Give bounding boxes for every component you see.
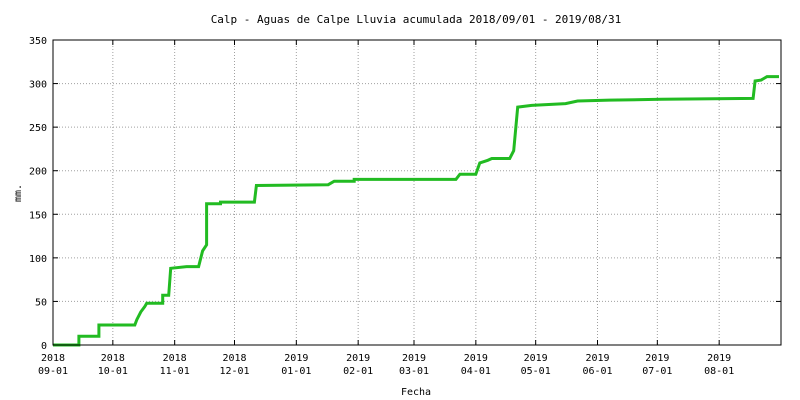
x-tick-label-date: 02-01	[343, 366, 373, 377]
x-tick-label-date: 06-01	[582, 366, 612, 377]
x-tick-label-year: 2019	[346, 353, 370, 364]
y-tick-label: 350	[29, 36, 47, 47]
y-tick-label: 100	[29, 254, 47, 265]
x-tick-label-date: 09-01	[38, 366, 68, 377]
x-tick-label-date: 10-01	[98, 366, 128, 377]
x-tick-label-year: 2018	[222, 353, 246, 364]
x-tick-label-year: 2019	[707, 353, 731, 364]
x-tick-label-date: 11-01	[160, 366, 190, 377]
x-tick-label-year: 2019	[464, 353, 488, 364]
x-tick-label-date: 01-01	[281, 366, 311, 377]
y-tick-label: 150	[29, 210, 47, 221]
tick-layer: 0 50 100 150 200 250 300 350 2018 09-01 2018 10-01 2…	[29, 36, 781, 377]
x-tick-label-year: 2018	[163, 353, 187, 364]
grid-layer	[53, 40, 781, 345]
x-tick-label-date: 04-01	[461, 366, 491, 377]
x-tick-label-year: 2019	[645, 353, 669, 364]
x-tick-label-year: 2019	[585, 353, 609, 364]
x-tick-label-date: 12-01	[219, 366, 249, 377]
y-tick-label: 300	[29, 80, 47, 91]
x-tick-label-date: 05-01	[521, 366, 551, 377]
y-tick-label: 0	[41, 341, 47, 352]
y-tick-label: 200	[29, 167, 47, 178]
x-axis-label: Fecha	[401, 387, 431, 398]
x-tick-label-year: 2019	[402, 353, 426, 364]
x-tick-label-year: 2018	[41, 353, 65, 364]
chart-title: Calp - Aguas de Calpe Lluvia acumulada 2…	[211, 13, 622, 26]
x-tick-label-year: 2018	[101, 353, 125, 364]
x-tick-label-year: 2019	[284, 353, 308, 364]
series-line-accumulated-rainfall	[53, 75, 779, 347]
y-tick-label: 250	[29, 123, 47, 134]
x-tick-label-date: 07-01	[642, 366, 672, 377]
x-tick-label-year: 2019	[524, 353, 548, 364]
x-tick-label-date: 08-01	[704, 366, 734, 377]
x-tick-label-date: 03-01	[399, 366, 429, 377]
plot-frame	[52, 39, 782, 346]
y-axis-label: mm.	[13, 184, 24, 202]
y-tick-label: 50	[35, 297, 47, 308]
